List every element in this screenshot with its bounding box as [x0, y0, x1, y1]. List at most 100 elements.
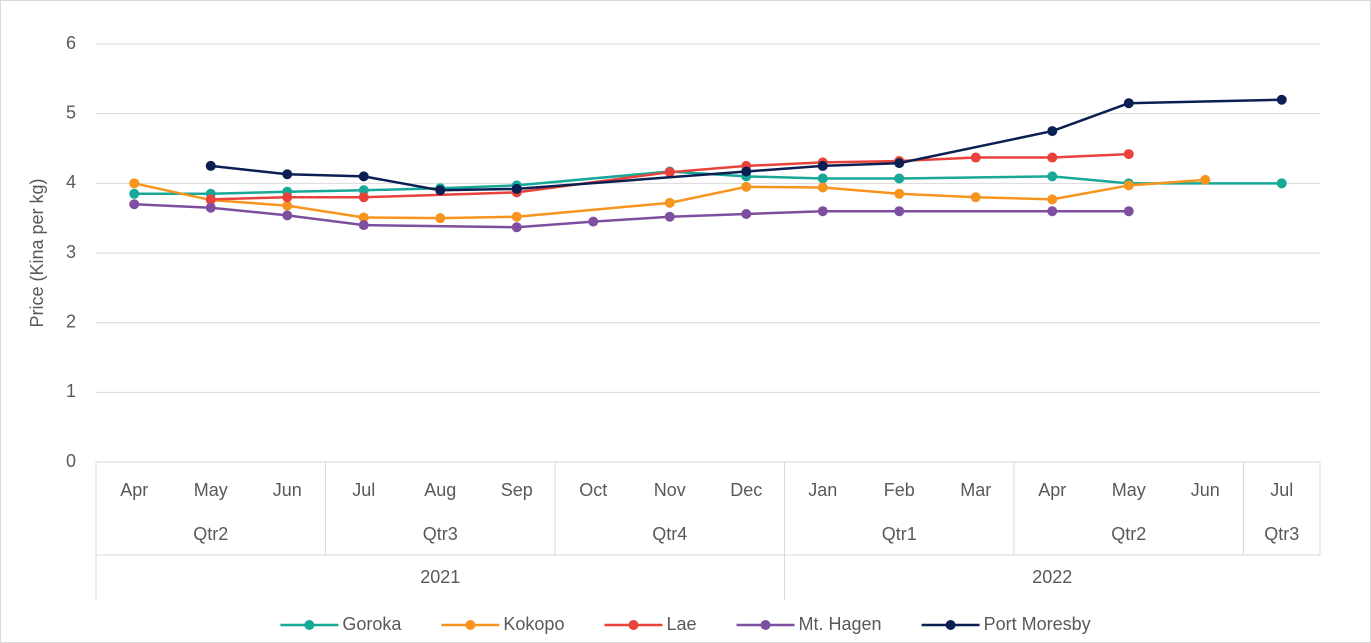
- point: [970, 152, 981, 163]
- x-tick-label: Feb: [884, 480, 915, 500]
- series-line: [210, 198, 288, 207]
- legend-label: Goroka: [342, 614, 402, 634]
- series-line: [746, 161, 823, 168]
- point: [205, 194, 216, 205]
- point: [358, 192, 369, 203]
- point: [1047, 206, 1058, 217]
- x-tick-label: Apr: [1038, 480, 1066, 500]
- series-line: [1052, 175, 1129, 185]
- series-line: [1128, 178, 1206, 187]
- series-line: [210, 164, 288, 176]
- point: [1047, 171, 1058, 182]
- y-tick-label: 5: [66, 102, 76, 122]
- series-line: [822, 161, 900, 168]
- point: [129, 199, 140, 210]
- legend-label: Lae: [666, 614, 696, 634]
- x-tick-label: Nov: [654, 480, 686, 500]
- series-line: [746, 164, 823, 173]
- point: [435, 185, 446, 196]
- point: [588, 216, 599, 227]
- year-label: 2022: [1032, 567, 1072, 587]
- series-line: [669, 212, 747, 219]
- series-line: [669, 185, 747, 205]
- point: [129, 178, 140, 189]
- point: [205, 160, 216, 171]
- point: [894, 173, 905, 184]
- legend-marker: [465, 620, 476, 630]
- x-tick-label: Oct: [579, 480, 607, 500]
- quarter-label: Qtr1: [882, 524, 917, 544]
- series-line: [210, 190, 288, 196]
- point: [205, 202, 216, 213]
- series-line: [287, 189, 364, 193]
- point: [664, 197, 675, 208]
- point: [817, 160, 828, 171]
- point: [511, 183, 522, 194]
- series-line: [746, 175, 823, 180]
- series-line: [1051, 102, 1130, 133]
- point: [282, 169, 293, 180]
- point: [282, 192, 293, 203]
- y-tick-label: 2: [66, 311, 76, 331]
- point: [664, 167, 675, 178]
- point: [894, 206, 905, 217]
- point: [511, 222, 522, 233]
- point: [894, 188, 905, 199]
- point: [970, 192, 981, 203]
- series-line: [1128, 98, 1282, 105]
- series-line: [210, 196, 288, 201]
- series-line: [822, 159, 900, 164]
- x-tick-label: Apr: [120, 480, 148, 500]
- series-line: [440, 184, 517, 190]
- x-tick-label: Jul: [352, 480, 375, 500]
- legend-label: Mt. Hagen: [799, 614, 882, 634]
- x-tick-label: Sep: [501, 480, 533, 500]
- x-tick-label: Aug: [424, 480, 456, 500]
- series-line: [210, 206, 288, 217]
- legend-label: Port Moresby: [984, 614, 1091, 634]
- series-line: [516, 170, 747, 191]
- point: [1047, 152, 1058, 163]
- point: [817, 206, 828, 217]
- series-line: [363, 223, 517, 229]
- point: [1123, 206, 1134, 217]
- series-line: [363, 216, 441, 220]
- point: [511, 211, 522, 222]
- x-tick-label: Mar: [960, 480, 991, 500]
- y-tick-label: 4: [66, 172, 76, 192]
- x-tick-label: Jan: [808, 480, 837, 500]
- quarter-label: Qtr3: [423, 524, 458, 544]
- series-line: [669, 164, 747, 174]
- point: [817, 182, 828, 193]
- y-axis-label: Price (Kina per kg): [27, 178, 47, 327]
- point: [435, 213, 446, 224]
- series-line: [899, 192, 976, 199]
- y-tick-label: 6: [66, 33, 76, 53]
- x-tick-label: Dec: [730, 480, 762, 500]
- y-tick-label: 1: [66, 381, 76, 401]
- series-line: [822, 186, 900, 196]
- point: [741, 166, 752, 177]
- x-tick-label: May: [194, 480, 228, 500]
- x-tick-label: May: [1112, 480, 1146, 500]
- series-line: [440, 215, 517, 220]
- quarter-label: Qtr3: [1264, 524, 1299, 544]
- series-line: [287, 204, 364, 219]
- series-line: [516, 170, 670, 187]
- series-line: [287, 214, 364, 227]
- point: [1276, 178, 1287, 189]
- series-line: [516, 201, 670, 219]
- point: [1123, 98, 1134, 109]
- legend-marker: [628, 620, 639, 630]
- quarter-label: Qtr2: [1111, 524, 1146, 544]
- legend-marker: [760, 620, 771, 630]
- point: [664, 211, 675, 222]
- legend-label: Kokopo: [503, 614, 564, 634]
- y-tick-label: 0: [66, 451, 76, 471]
- series-line: [593, 215, 670, 223]
- series-line: [746, 209, 823, 216]
- year-label: 2021: [420, 567, 460, 587]
- point: [1123, 149, 1134, 160]
